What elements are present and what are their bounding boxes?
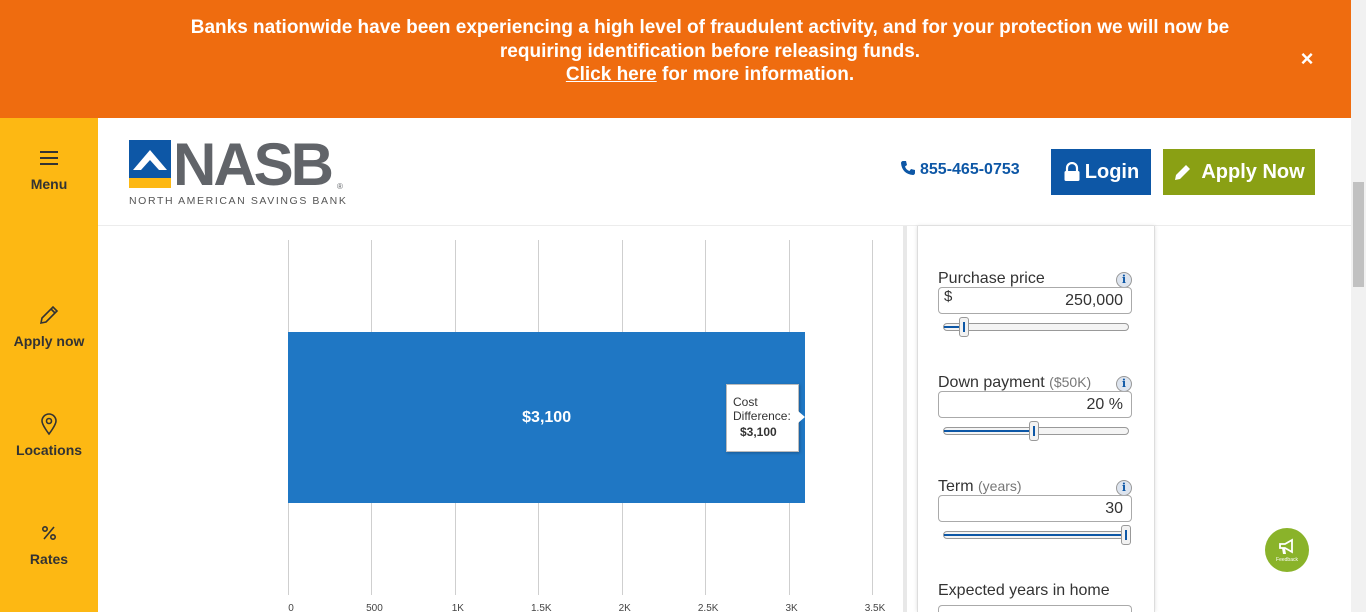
- login-label: Login: [1084, 160, 1140, 183]
- scrollbar-thumb[interactable]: [1353, 182, 1364, 287]
- x-tick-label: 500: [366, 603, 383, 612]
- tooltip-value: $3,100: [740, 425, 777, 439]
- apply-now-label: Apply Now: [1201, 160, 1305, 183]
- location-pin-icon: [41, 413, 57, 436]
- chart-tooltip: Cost Difference: $3,100: [726, 384, 805, 452]
- sidenav-label: Apply now: [13, 333, 85, 349]
- expected-years-input[interactable]: [938, 605, 1132, 612]
- phone-number: 855-465-0753: [920, 161, 1020, 178]
- login-button[interactable]: Login: [1051, 149, 1151, 195]
- slider-handle[interactable]: [1121, 525, 1132, 545]
- info-icon[interactable]: i: [1116, 272, 1132, 288]
- down-payment-slider[interactable]: [943, 421, 1129, 441]
- down-payment-hint: ($50K): [1049, 374, 1092, 390]
- phone-icon: [901, 161, 915, 175]
- cost-difference-chart: $3,100 0 500 1K 1.5K 2K 2.5K 3K 3.5K Cost Diffe…: [98, 226, 898, 612]
- term-field: Term (years) i: [938, 478, 1134, 545]
- chart-bar[interactable]: [288, 332, 806, 503]
- slider-handle[interactable]: [1029, 421, 1040, 441]
- side-navigation: Menu Apply now Locations Rates: [0, 118, 98, 612]
- megaphone-icon: [1279, 537, 1293, 554]
- x-tick-label: 0: [288, 603, 294, 612]
- fraud-alert-banner: Banks nationwide have been experiencing …: [0, 0, 1351, 118]
- chart-gridline: [872, 240, 873, 595]
- phone-link[interactable]: 855-465-0753: [900, 160, 1020, 179]
- info-icon[interactable]: i: [1116, 480, 1132, 496]
- alert-more-info-link[interactable]: Click here: [565, 64, 657, 85]
- purchase-price-label: Purchase price: [938, 270, 1045, 287]
- feedback-button[interactable]: Feedback: [1265, 528, 1309, 572]
- term-label: Term (years): [938, 478, 1022, 495]
- sidenav-item-apply-now[interactable]: Apply now: [0, 303, 98, 349]
- nasb-logo[interactable]: NASB ® NORTH AMERICAN SAVINGS BANK: [129, 131, 349, 208]
- x-tick-label: 1.5K: [530, 603, 552, 612]
- x-tick-label: 3K: [785, 603, 798, 612]
- expected-years-label: Expected years in home: [938, 582, 1110, 599]
- logo-mark-icon: [129, 140, 171, 188]
- term-slider[interactable]: [943, 525, 1132, 545]
- alert-message: Banks nationwide have been experiencing …: [150, 16, 1270, 87]
- x-tick-label: 2.5K: [697, 603, 719, 612]
- pencil-icon: [1175, 165, 1191, 180]
- sidenav-item-rates[interactable]: Rates: [0, 521, 98, 567]
- sidenav-label: Menu: [30, 176, 68, 192]
- tooltip-label: Cost Difference:: [733, 395, 791, 423]
- sidenav-item-menu[interactable]: Menu: [0, 146, 98, 192]
- purchase-price-slider[interactable]: [943, 317, 1129, 337]
- logo-subtitle: NORTH AMERICAN SAVINGS BANK: [129, 195, 348, 207]
- close-icon[interactable]: ×: [1300, 46, 1314, 71]
- down-payment-label: Down payment ($50K): [938, 374, 1092, 391]
- mortgage-calculator-panel: Purchase price i $ Down payment ($50K) i…: [903, 226, 1167, 612]
- alert-link-suffix: for more information.: [656, 64, 855, 85]
- sidenav-label: Locations: [15, 442, 83, 458]
- bar-data-label: $3,100: [522, 408, 572, 426]
- term-input[interactable]: [938, 495, 1132, 522]
- expected-years-field: Expected years in home: [938, 582, 1134, 612]
- down-payment-input[interactable]: [938, 391, 1132, 418]
- term-hint: (years): [978, 478, 1022, 494]
- down-payment-field: Down payment ($50K) i: [938, 374, 1134, 441]
- x-tick-label: 2K: [618, 603, 631, 612]
- alert-message-text: Banks nationwide have been experiencing …: [190, 17, 1230, 62]
- sidenav-label: Rates: [29, 551, 69, 567]
- info-icon[interactable]: i: [1116, 376, 1132, 392]
- lock-icon: [1064, 162, 1080, 181]
- hamburger-icon: [40, 151, 58, 165]
- pencil-icon: [39, 305, 59, 325]
- currency-prefix: $: [944, 288, 953, 305]
- page-scrollbar[interactable]: [1351, 0, 1366, 612]
- percent-icon: [41, 526, 57, 541]
- purchase-price-field: Purchase price i $: [938, 270, 1134, 337]
- x-tick-label: 3.5K: [864, 603, 886, 612]
- purchase-price-input[interactable]: [938, 287, 1132, 314]
- site-header: NASB ® NORTH AMERICAN SAVINGS BANK 855-4…: [98, 118, 1351, 226]
- apply-now-button[interactable]: Apply Now: [1163, 149, 1315, 195]
- logo-wordmark: NASB: [173, 131, 334, 198]
- logo-registered-mark: ®: [337, 182, 343, 191]
- feedback-label: Feedback: [1276, 556, 1298, 563]
- x-tick-label: 1K: [451, 603, 464, 612]
- slider-handle[interactable]: [959, 317, 970, 337]
- sidenav-item-locations[interactable]: Locations: [0, 412, 98, 458]
